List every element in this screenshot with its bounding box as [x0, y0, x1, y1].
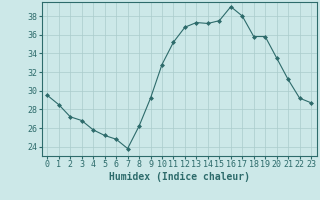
X-axis label: Humidex (Indice chaleur): Humidex (Indice chaleur) — [109, 172, 250, 182]
